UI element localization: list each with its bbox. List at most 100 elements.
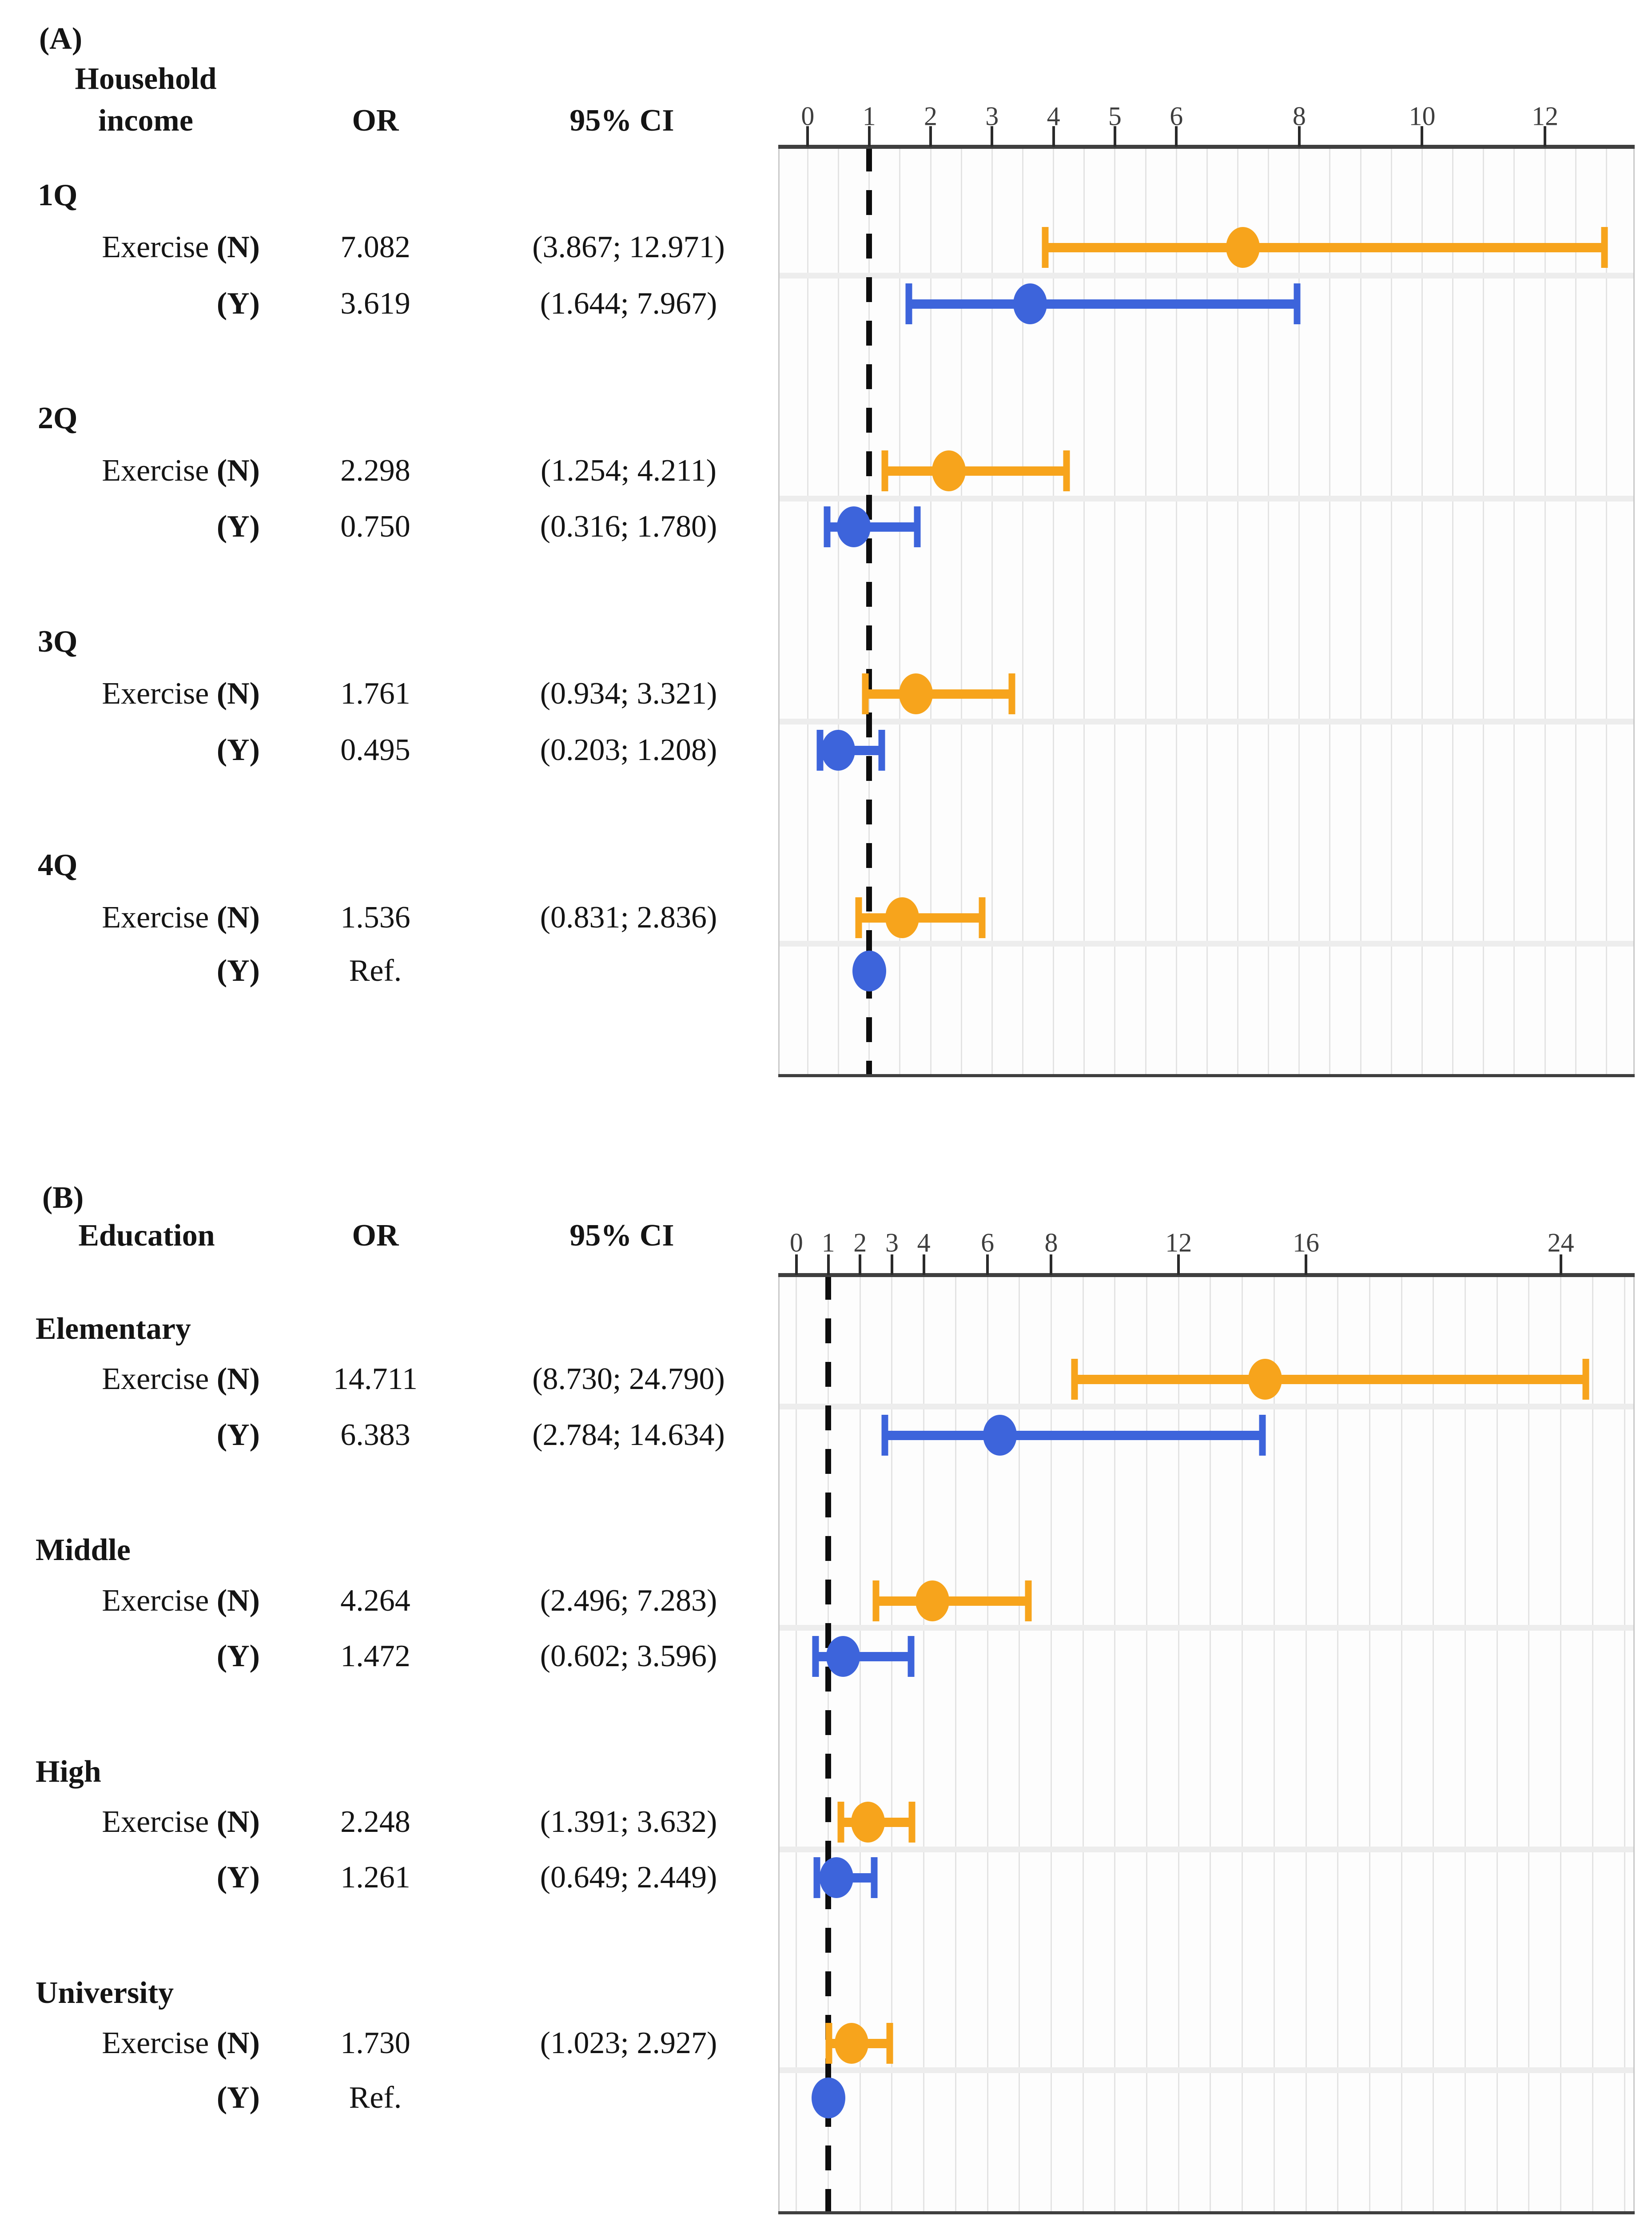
plot-border-left (778, 1275, 780, 2214)
ci-interval-bar (1045, 243, 1605, 252)
vertical-gridline (1360, 147, 1361, 1077)
ci-cap-low (881, 1415, 888, 1456)
vertical-gridline (1329, 147, 1331, 1077)
ci-cap-low (816, 730, 824, 771)
vertical-gridline (1114, 147, 1116, 1077)
or-value: 1.761 (340, 677, 410, 711)
vertical-gridline (991, 147, 993, 1077)
x-axis-tick (1113, 126, 1116, 147)
or-value: Ref. (349, 954, 402, 988)
vertical-gridline (796, 1275, 797, 2214)
vertical-gridline (1390, 147, 1392, 1077)
vertical-gridline (1114, 1275, 1116, 2214)
ci-interval-bar (1074, 1374, 1586, 1384)
ci-value: (1.023; 2.927) (540, 2026, 717, 2060)
plot-border-bottom (778, 2211, 1635, 2214)
ci-cap-low (824, 506, 831, 547)
row-label-code: (Y) (216, 1639, 260, 1673)
x-axis-tick-label: 6 (981, 1228, 995, 1258)
vertical-gridline (1019, 1275, 1020, 2214)
vertical-gridline (1496, 1275, 1498, 2214)
row-label-prefix: Exercise (102, 230, 217, 264)
or-point-estimate (915, 1580, 949, 1621)
or-value: 0.750 (340, 509, 410, 544)
row-label-code: (Y) (216, 1860, 260, 1895)
ci-value: (1.254; 4.211) (541, 454, 717, 488)
or-value: 6.383 (340, 1418, 410, 1452)
row-label-prefix: Exercise (102, 454, 217, 488)
vertical-gridline (1369, 1275, 1370, 2214)
vertical-gridline (1022, 147, 1023, 1077)
vertical-gridline (899, 147, 901, 1077)
row-label: Exercise (N) (102, 453, 260, 489)
x-axis-line (778, 1273, 1635, 1277)
plot-border-right (1633, 147, 1635, 1077)
x-axis-tick (827, 1254, 830, 1275)
x-axis-tick (1559, 1254, 1562, 1275)
ci-cap-low (812, 1636, 819, 1677)
row-label: (Y) (217, 953, 260, 989)
vertical-gridline (1624, 1275, 1625, 2214)
group-label: University (36, 1976, 174, 2010)
row-label-prefix: Exercise (102, 1805, 217, 1839)
ci-cap-low (813, 1857, 820, 1898)
ci-value: (2.784; 14.634) (532, 1418, 725, 1452)
vertical-gridline (1268, 147, 1270, 1077)
panel-b-ci-header: 95% CI (569, 1218, 674, 1253)
ci-interval-bar (865, 689, 1012, 699)
row-separator-line (778, 1404, 1635, 1409)
row-label: (Y) (217, 1417, 260, 1453)
row-label: (Y) (217, 1639, 260, 1674)
x-axis-tick-label: 24 (1547, 1228, 1574, 1258)
or-point-estimate (1013, 283, 1047, 324)
vertical-gridline (1421, 147, 1423, 1077)
or-value: 0.495 (340, 733, 410, 767)
ci-cap-high (1259, 1415, 1266, 1456)
panel-b-group-header-line1: Education (78, 1218, 215, 1253)
vertical-gridline (807, 147, 808, 1077)
x-axis-tick-label: 1 (862, 101, 876, 131)
x-axis-tick-label: 3 (985, 101, 999, 131)
group-label: Elementary (36, 1312, 191, 1346)
group-label: 1Q (38, 178, 78, 212)
ci-value: (0.203; 1.208) (540, 733, 717, 767)
panel-a-tag: (A) (39, 22, 83, 56)
vertical-gridline (1242, 1275, 1243, 2214)
row-label-code: (Y) (216, 733, 260, 767)
vertical-gridline (1178, 1275, 1179, 2214)
x-axis-tick-label: 8 (1044, 1228, 1058, 1258)
ci-cap-high (979, 897, 986, 938)
vertical-gridline (1513, 147, 1515, 1077)
row-label: Exercise (N) (102, 1361, 260, 1397)
ci-cap-low (855, 897, 862, 938)
ci-cap-low (872, 1580, 880, 1621)
row-label: Exercise (N) (102, 1804, 260, 1840)
reference-line-or-1 (866, 147, 872, 1077)
vertical-gridline (1175, 147, 1177, 1077)
row-label-prefix: Exercise (102, 1584, 217, 1618)
or-point-estimate (820, 1857, 854, 1898)
vertical-gridline (923, 1275, 925, 2214)
or-value: 1.261 (340, 1860, 410, 1895)
row-label-code: (Y) (216, 1418, 260, 1452)
or-value: 4.264 (340, 1584, 410, 1618)
group-label: 3Q (38, 625, 78, 659)
x-axis-tick (868, 126, 871, 147)
reference-line-or-1 (825, 1275, 832, 2214)
row-separator-line (778, 1847, 1635, 1852)
ci-value: (8.730; 24.790) (532, 1362, 725, 1396)
panel-b-tag: (B) (42, 1181, 84, 1215)
row-separator-line (778, 273, 1635, 279)
x-axis-tick (1544, 126, 1547, 147)
vertical-gridline (960, 147, 962, 1077)
row-label-code: (N) (216, 677, 260, 711)
row-label-code: (Y) (216, 954, 260, 988)
x-axis-tick-label: 16 (1293, 1228, 1320, 1258)
row-label-code: (N) (216, 454, 260, 488)
plot-background (778, 1275, 1635, 2214)
x-axis-tick (929, 126, 932, 147)
ci-value: (0.649; 2.449) (540, 1860, 717, 1895)
x-axis-tick (1175, 126, 1178, 147)
row-separator-line (778, 719, 1635, 724)
x-axis-tick (1050, 1254, 1053, 1275)
